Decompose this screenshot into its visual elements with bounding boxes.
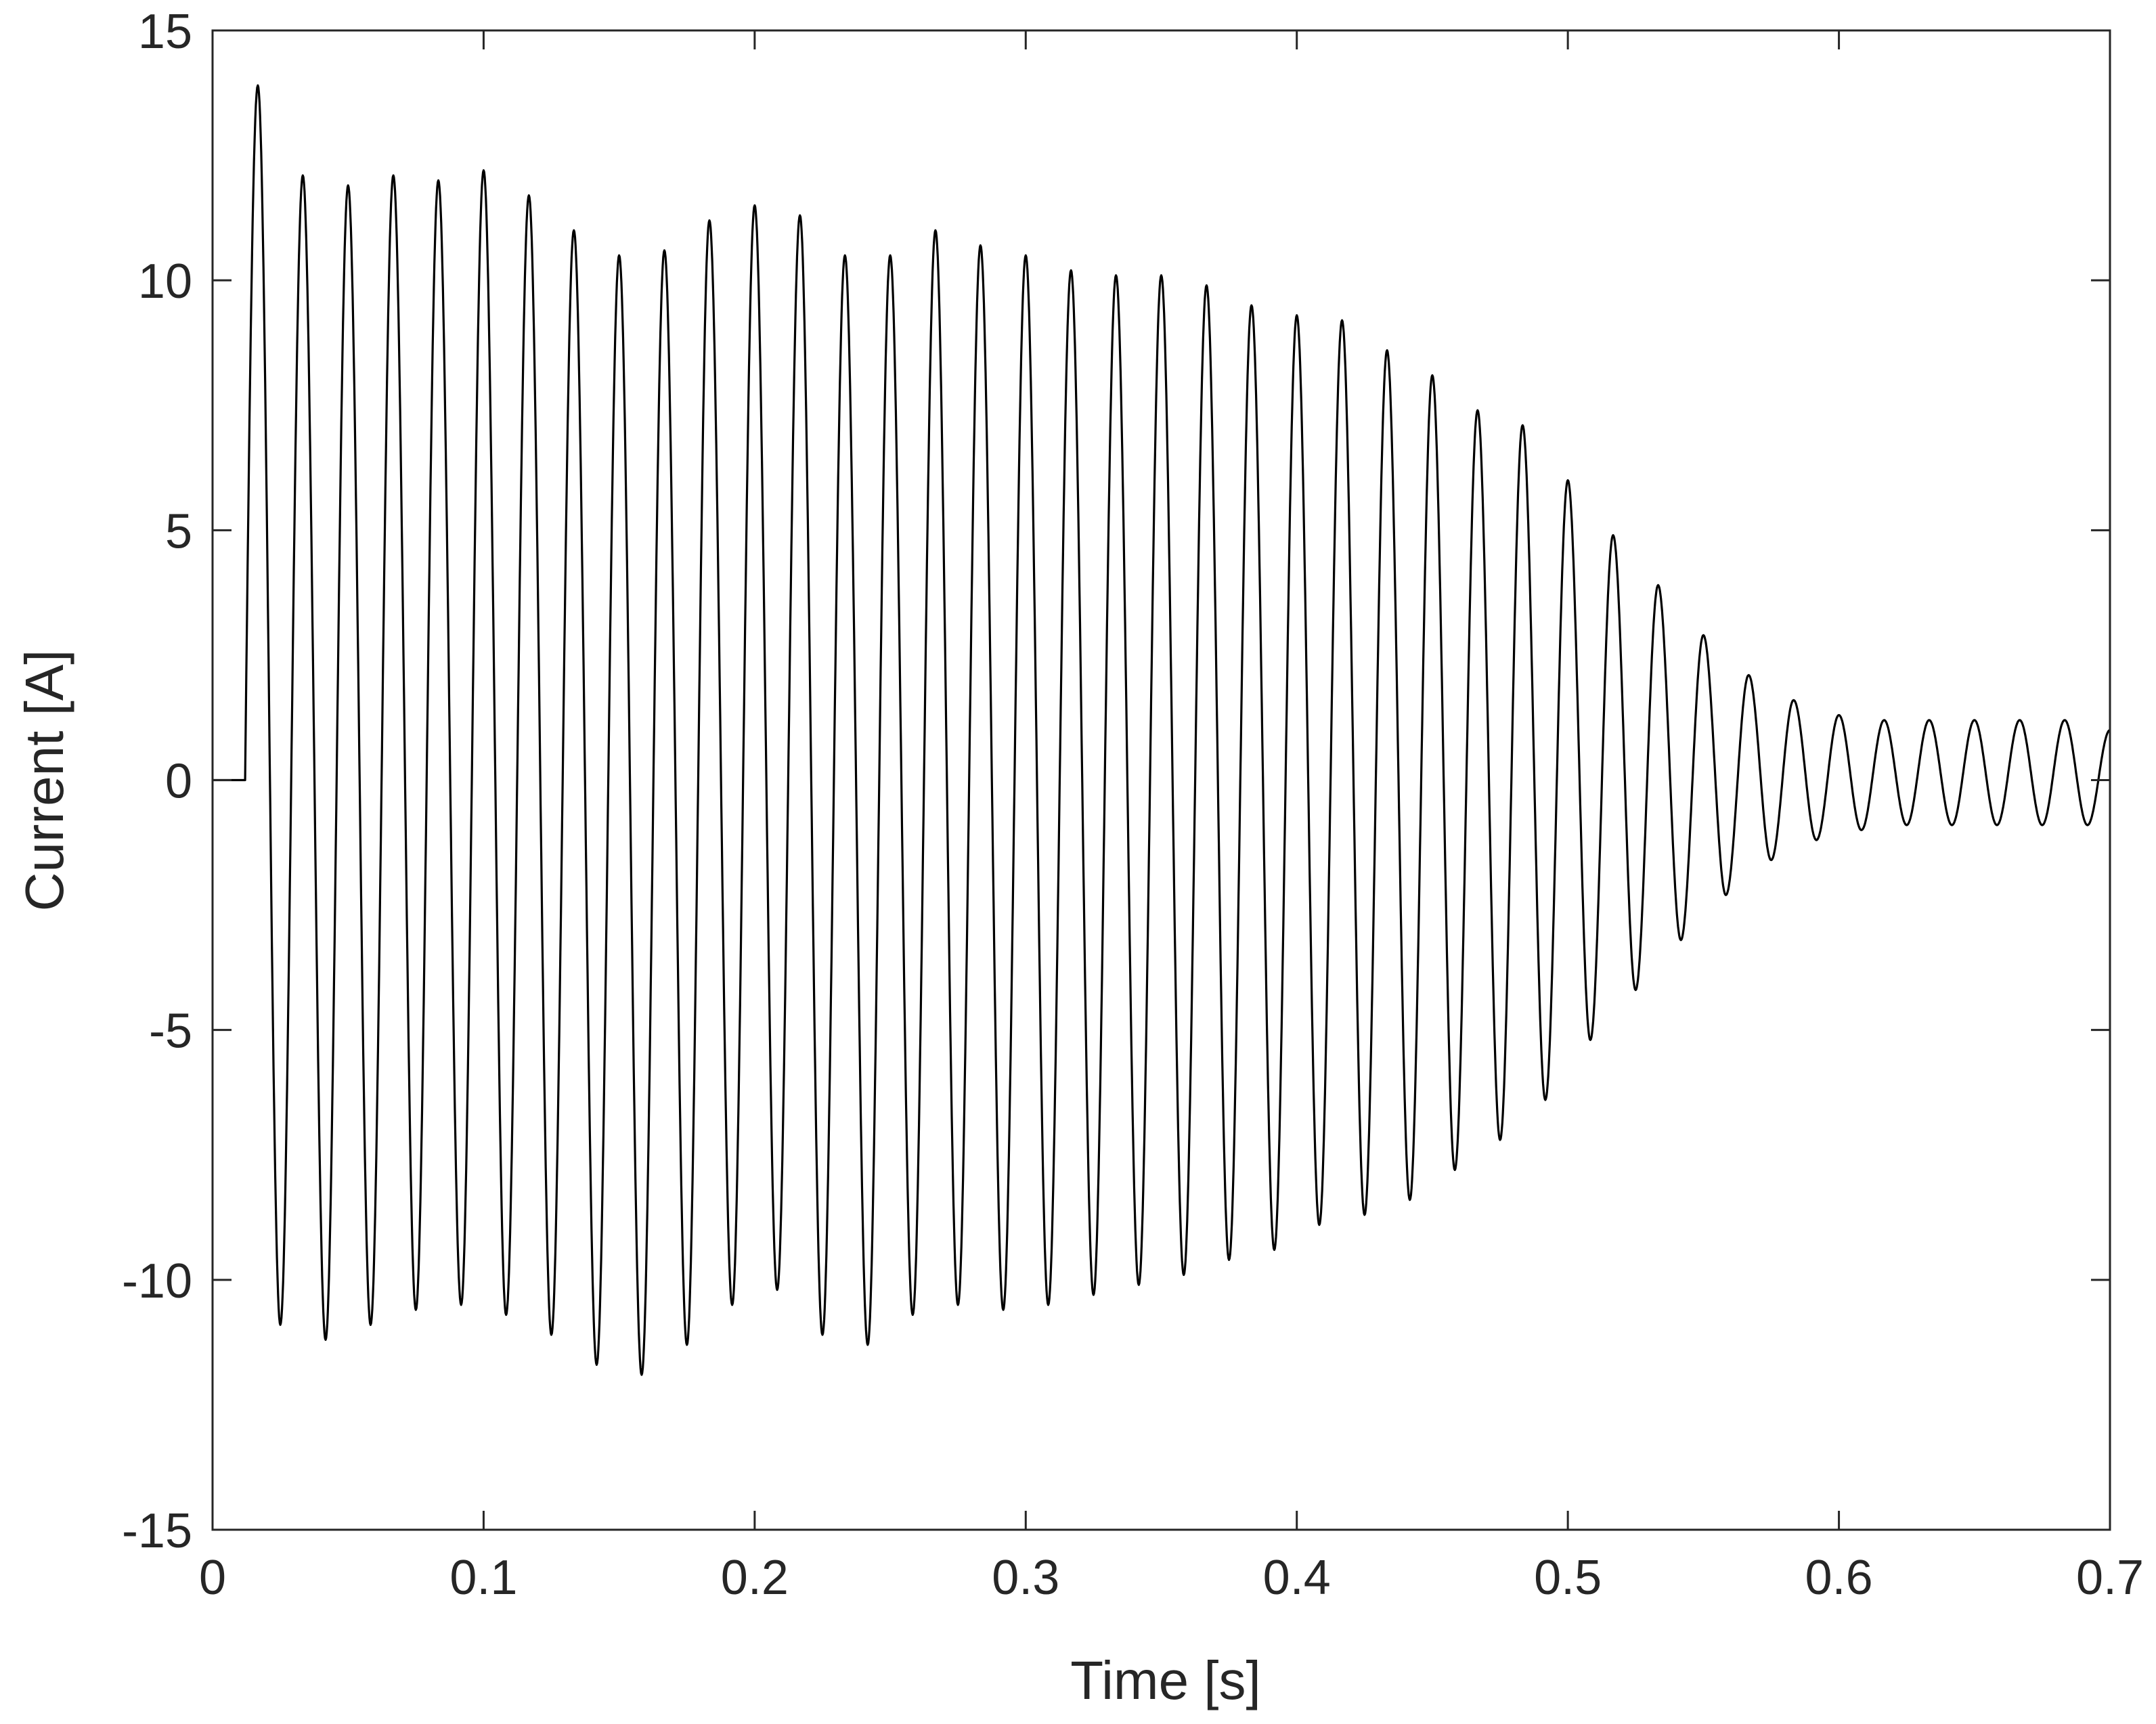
x-axis-label: Time [s] bbox=[1070, 1650, 1260, 1710]
x-tick-label: 0.2 bbox=[721, 1551, 789, 1605]
y-tick-label: -5 bbox=[149, 1004, 192, 1059]
y-tick-label: 0 bbox=[165, 755, 192, 809]
x-tick-label: 0.6 bbox=[1805, 1551, 1873, 1605]
y-tick-label: -15 bbox=[122, 1504, 192, 1558]
x-tick-label: 0.7 bbox=[2076, 1551, 2144, 1605]
current-waveform-line bbox=[213, 84, 2110, 1376]
x-tick-label: 0 bbox=[199, 1551, 226, 1605]
x-axis-ticks: 0 0.1 0.2 0.3 0.4 0.5 0.6 0.7 bbox=[199, 30, 2144, 1605]
y-axis-label: Current [A] bbox=[14, 650, 74, 912]
y-tick-label: 15 bbox=[138, 5, 192, 59]
x-tick-label: 0.5 bbox=[1534, 1551, 1602, 1605]
y-tick-label: 5 bbox=[165, 504, 192, 558]
y-tick-label: 10 bbox=[138, 255, 192, 309]
x-tick-label: 0.4 bbox=[1263, 1551, 1331, 1605]
y-tick-label: -10 bbox=[122, 1254, 192, 1308]
x-tick-label: 0.3 bbox=[992, 1551, 1059, 1605]
x-tick-label: 0.1 bbox=[449, 1551, 517, 1605]
y-axis-ticks: -15 -10 -5 0 5 10 15 bbox=[122, 5, 2110, 1558]
